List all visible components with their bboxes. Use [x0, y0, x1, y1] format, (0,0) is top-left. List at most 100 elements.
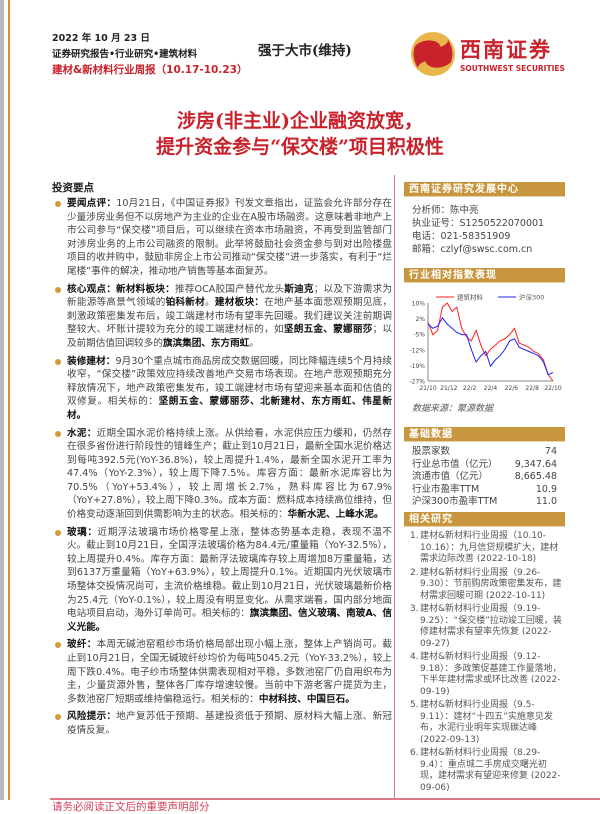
related-report-number: 6. — [410, 748, 419, 758]
related-report-title: 建材&新材料行业周报（9.19-9.25）：“保交楼”拉动竣工回暖，装修建材需求… — [420, 604, 562, 649]
related-report-number: 4. — [410, 652, 419, 662]
bullet-icon — [55, 529, 61, 536]
page-edge-orange-line — [8, 0, 10, 800]
highlight-text: 要闻点评： — [67, 198, 117, 209]
basic-data-label: 行业总市值（亿元） — [412, 458, 498, 470]
bullet-icon — [55, 358, 61, 365]
x-tick-label: 21/12 — [440, 385, 457, 392]
basic-data-row: 沪深300市盈率TTM 11.0 — [412, 496, 557, 507]
highlight-text: 核心观点：新材料板块： — [67, 283, 175, 295]
highlight-text: 风险提示： — [67, 711, 117, 723]
column-divider — [394, 175, 395, 798]
highlight-text: 铂科新材 — [165, 297, 206, 309]
body-text: ；以及前期估值回调较多的 — [67, 324, 393, 349]
investment-points-heading: 投资要点 — [52, 182, 94, 194]
investment-point: 要闻点评：10月21日，《中国证券报》刊发文章指出，证监会允许部分存在少量涉房业… — [55, 197, 392, 279]
investment-point: 风险提示：地产复苏低于预期、基建投资低于预期、原材料大幅上涨、新冠疫情反复。 — [55, 710, 392, 737]
basic-data-row: 流通市值（亿元） 8,665.48 — [412, 471, 557, 482]
highlight-text: 玻纤： — [67, 639, 97, 651]
related-report-link[interactable]: 1. 建材&新材料行业周报（10.10-10.16）：九月信贷规模扩大，建材需求边… — [410, 531, 562, 566]
highlight-text: 装修建材： — [67, 355, 116, 367]
body-text: 。 — [249, 337, 259, 349]
logo-text-en: SOUTHWEST SECURITIES — [460, 64, 565, 73]
related-report-link[interactable]: 4. 建材&新材料行业周报（9.12-9.18）：多政策促基建工作量落地，下半年建… — [410, 652, 562, 698]
highlight-text: 斯迪克 — [284, 283, 314, 295]
related-research-heading: 相关研究 — [404, 512, 565, 527]
report-category: 证券研究报告•行业研究•建筑材料 — [52, 49, 198, 60]
y-tick-label: 10% — [412, 301, 426, 308]
y-tick-label: -19% — [409, 363, 425, 370]
body-text: 10月21日，《中国证券报》刊发文章指出，证监会允许部分存在少量涉房业务但不以房… — [67, 198, 392, 277]
body-text: 。 — [205, 297, 215, 309]
highlight-text: 建材板块： — [214, 297, 265, 309]
report-title-line-1: 涉房(非主业)企业融资放宽， — [177, 110, 423, 132]
series-line-building-materials — [427, 302, 554, 382]
industry-rating: 强于大市(维持) — [258, 43, 352, 59]
highlight-text: 水泥： — [67, 427, 97, 439]
x-tick-label: 21/10 — [419, 385, 436, 392]
bullet-icon — [55, 430, 61, 437]
investment-point: 核心观点：新材料板块：推荐OCA胶国产替代龙头斯迪克；以及下游需求为新能源等高景… — [55, 283, 392, 351]
related-research-list: 1. 建材&新材料行业周报（10.10-10.16）：九月信贷规模扩大，建材需求边… — [410, 531, 562, 796]
x-tick-label: 22/2 — [463, 385, 477, 392]
basic-data-value: 10.9 — [535, 483, 557, 495]
highlight-text: 中材科技、中国巨石。 — [258, 693, 355, 705]
basic-data-row: 行业总市值（亿元） 9,347.64 — [412, 459, 557, 470]
basic-data-label: 股票家数 — [412, 446, 451, 457]
relative-index-chart: 10% 2% -5% -12% -19% -27%21/10 21/12 22/2 22/4 22… — [409, 293, 561, 393]
body-text: 推荐OCA胶国产替代龙头 — [174, 283, 285, 295]
bullet-icon — [55, 642, 61, 649]
x-tick-label: 22/4 — [484, 385, 498, 392]
investment-point: 玻纤：本周无碱池窑粗纱市场价格局部出现小幅上涨，整体上产销尚可。截止到10月21… — [55, 638, 392, 706]
series-line-csi300 — [427, 316, 554, 376]
body-text: 近期浮法玻璃市场价格零星上涨，整体态势基本走稳，表现不温不火。截止到10月21日… — [67, 526, 393, 620]
x-tick-label: 22/8 — [525, 385, 539, 392]
analyst-email[interactable]: 邮箱：czlyf@swsc.com.cn — [412, 244, 533, 255]
y-tick-label: -12% — [409, 347, 425, 354]
basic-data-label: 流通市值（亿元） — [412, 471, 489, 482]
report-title-line-2: 提升资金参与“保交楼”项目积极性 — [156, 136, 444, 158]
analyst-phone: 电话：021-58351909 — [412, 231, 511, 242]
disclaimer-notice: 请务必阅读正文后的重要声明部分 — [52, 801, 210, 813]
legend-label: 建筑材料 — [457, 293, 484, 302]
related-report-number: 2. — [410, 567, 419, 578]
related-report-number: 1. — [410, 531, 419, 541]
investment-point: 水泥：近期全国水泥价格持续上涨。从供给看，水泥供应压力缓和，仍然存在很多省份进行… — [55, 427, 392, 522]
bullet-icon — [55, 286, 61, 293]
index-performance-heading: 行业相对指数表现 — [404, 268, 565, 283]
related-report-link[interactable]: 3. 建材&新材料行业周报（9.19-9.25）：“保交楼”拉动竣工回暖，装修建材… — [410, 604, 562, 650]
legend-label: 沪深300 — [519, 293, 544, 302]
basic-data-label: 沪深300市盈率TTM — [412, 496, 498, 507]
related-report-title: 建材&新材料行业周报（9.5-9.11）：建材“十四五”实施意见发布，水泥行业明… — [420, 700, 553, 745]
x-tick-label: 22/10 — [544, 385, 561, 392]
basic-data-row: 股票家数 74 — [412, 446, 557, 457]
chart-source: 数据来源：聚源数据 — [412, 404, 494, 414]
highlight-text: 坚朗五金、蒙娜丽莎、北新建材、东方雨虹、伟星新材。 — [67, 396, 393, 421]
related-report-title: 建材&新材料行业周报（9.12-9.18）：多政策促基建工作量落地，下半年建材需… — [420, 652, 562, 697]
basic-data-value: 11.0 — [535, 496, 557, 507]
y-tick-label: -5% — [413, 332, 425, 339]
body-text: 在地产基本面悲观预期见底，刺激政策密集发布后，竣工端建材市场有望率先回暖。我们建… — [67, 297, 393, 336]
company-logo: 西南证券 SOUTHWEST SECURITIES — [410, 28, 565, 80]
y-tick-label: -27% — [409, 379, 425, 386]
bullet-icon — [55, 714, 61, 721]
page-edge-gray — [0, 0, 4, 800]
analyst-name: 分析师：陈中亮 — [412, 205, 479, 216]
body-text: 9月30个重点城市商品房成交数据回暖，同比降幅连续5个月持续收窄，“保交楼”政策… — [67, 355, 392, 408]
related-report-title: 建材&新材料行业周报（9.26-9.30）：节前购房政策密集发布，建材需求回暖可… — [420, 567, 562, 601]
related-report-link[interactable]: 5. 建材&新材料行业周报（9.5-9.11）：建材“十四五”实施意见发布，水泥行… — [410, 700, 562, 746]
analyst-license: 执业证号：S1250522070001 — [412, 218, 545, 229]
body-text: 近期全国水泥价格持续上涨。从供给看，水泥供应压力缓和，仍然存在很多省份进行阶段性… — [67, 427, 393, 521]
investment-points-body: 要闻点评：10月21日，《中国证券报》刊发文章指出，证监会允许部分存在少量涉房业… — [55, 197, 392, 742]
related-report-number: 5. — [410, 700, 419, 710]
highlight-text: 华新水泥、上峰水泥。 — [287, 509, 384, 521]
basic-data-value: 74 — [544, 446, 557, 457]
related-report-link[interactable]: 2. 建材&新材料行业周报（9.26-9.30）：节前购房政策密集发布，建材需求回… — [410, 568, 562, 603]
highlight-text: 旗滨集团、东方雨虹 — [162, 337, 250, 349]
basic-data-value: 9,347.64 — [514, 458, 557, 470]
related-report-title: 建材&新材料行业周报（8.29-9.4）：重点城二手房成交曙光初现，建材需求有望… — [420, 748, 561, 793]
basic-data-row: 行业市盈率TTM 10.9 — [412, 484, 557, 495]
related-report-link[interactable]: 6. 建材&新材料行业周报（8.29-9.4）：重点城二手房成交曙光初现，建材需求… — [410, 748, 562, 794]
body-text: 本周无碱池窑粗纱市场价格局部出现小幅上涨，整体上产销尚可。截止到10月21日，全… — [67, 639, 393, 705]
highlight-text: 坚朗五金、蒙娜丽莎 — [283, 324, 373, 336]
